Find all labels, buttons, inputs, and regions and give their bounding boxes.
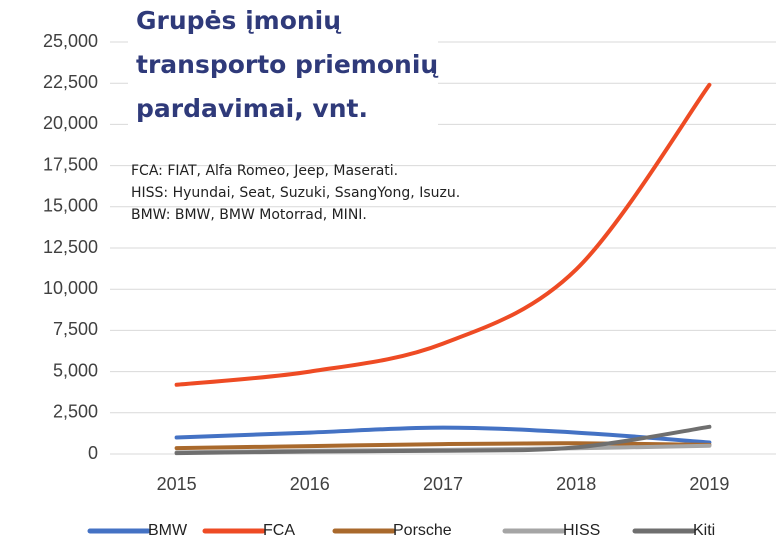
legend-label: HISS [563,522,600,539]
plot [174,82,712,456]
line-series [174,441,712,451]
chart-title: transporto priemonių [136,50,438,79]
x-tick-label: 2019 [689,474,729,494]
title-backdrop [128,0,438,136]
y-tick-label: 25,000 [43,31,98,51]
y-tick-label: 15,000 [43,196,98,216]
x-tick-label: 2018 [556,474,596,494]
y-tick-label: 22,500 [43,72,98,92]
y-tick-label: 12,500 [43,237,98,257]
line-series [174,424,712,456]
y-tick-label: 17,500 [43,154,98,174]
x-tick-label: 2017 [423,474,463,494]
x-tick-label: 2016 [290,474,330,494]
chart-title: Grupės įmonių [136,6,341,35]
y-tick-label: 10,000 [43,278,98,298]
annotation: HISS: Hyundai, Seat, Suzuki, SsangYong, … [131,185,460,201]
y-tick-label: 0 [88,443,98,463]
y-tick-label: 5,000 [53,360,98,380]
y-tick-label: 7,500 [53,319,98,339]
x-tick-label: 2015 [157,474,197,494]
chart-title: pardavimai, vnt. [136,94,368,123]
legend-label: FCA [263,522,295,539]
legend-label: Porsche [393,522,452,539]
y-tick-label: 20,000 [43,113,98,133]
annotation: FCA: FIAT, Alfa Romeo, Jeep, Maserati. [131,163,398,179]
y-tick-label: 2,500 [53,402,98,422]
legend-label: BMW [148,522,188,539]
annotation: BMW: BMW, BMW Motorrad, MINI. [131,207,367,223]
line-series [174,425,712,445]
legend-label: Kiti [693,522,715,539]
line-series [174,82,712,387]
